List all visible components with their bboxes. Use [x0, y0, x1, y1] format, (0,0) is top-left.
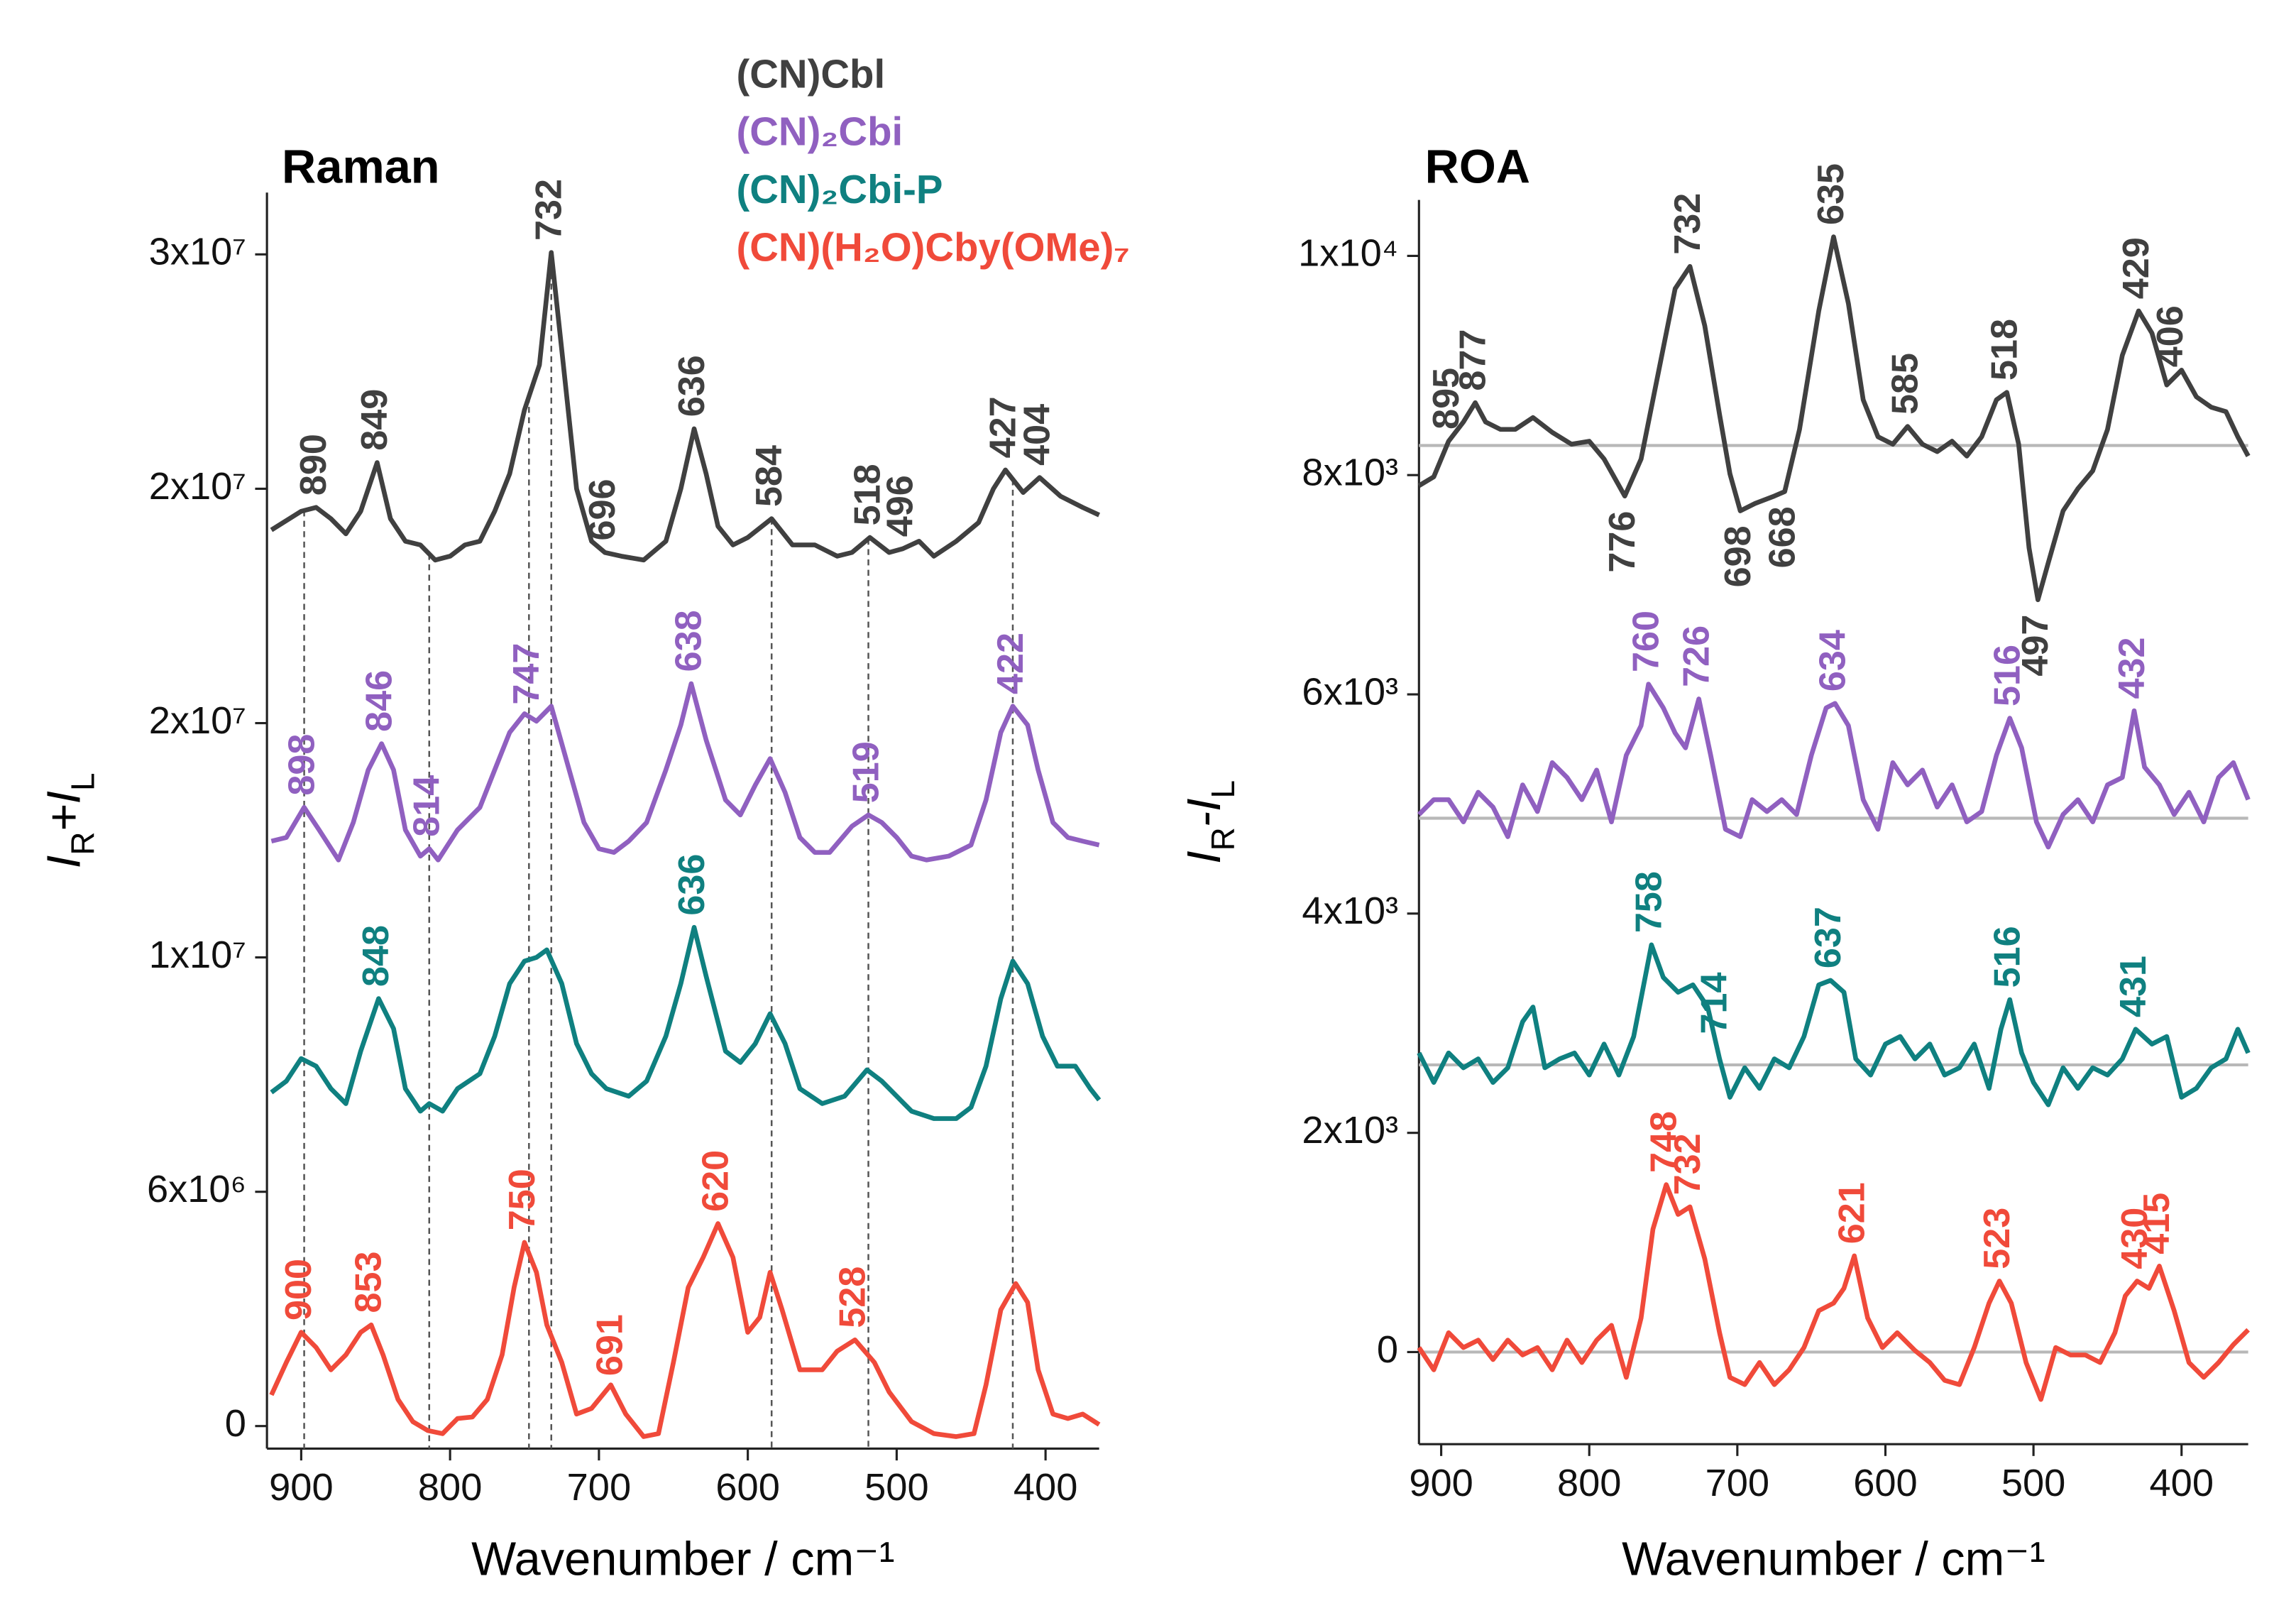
x-tick-label: 700	[567, 1466, 632, 1509]
peak-label: 758	[1629, 871, 1670, 933]
peak-label: 898	[281, 734, 322, 796]
peak-label: 585	[1885, 353, 1926, 415]
peak-label: 497	[2015, 615, 2056, 677]
x-tick-label: 600	[1853, 1462, 1918, 1504]
peak-label: 636	[671, 854, 713, 916]
peak-label: 776	[1602, 511, 1643, 573]
legend-entry: (CN)₂Cbi	[737, 109, 903, 154]
x-tick-label: 900	[1409, 1462, 1473, 1504]
peak-label: 732	[1667, 1133, 1708, 1195]
legend-entry: (CN)(H₂O)Cby(OMe)₇	[737, 224, 1130, 269]
spectrum-line	[270, 924, 1102, 1121]
peak-label: 750	[502, 1169, 543, 1230]
peak-label: 846	[358, 670, 400, 732]
peak-label: 518	[847, 464, 888, 525]
peak-label: 620	[695, 1150, 736, 1212]
spectrum-line	[270, 681, 1100, 863]
x-tick-label: 500	[2001, 1462, 2066, 1504]
peak-label: 877	[1452, 329, 1493, 391]
peak-label: 430	[2114, 1208, 2155, 1269]
peak-label: 516	[1987, 645, 2028, 706]
peak-label: 523	[1977, 1208, 2018, 1269]
panel-title: ROA	[1425, 141, 1530, 194]
peak-label: 415	[2136, 1193, 2177, 1254]
x-tick-label: 400	[2149, 1462, 2213, 1504]
x-tick-label: 700	[1705, 1462, 1769, 1504]
spectrum-line	[1417, 234, 2251, 603]
y-tick-label: 1x10⁴	[1298, 232, 1398, 275]
peak-label: 895	[1426, 368, 1467, 430]
y-tick-label: 2x10³	[1302, 1109, 1398, 1152]
peak-label: 732	[1667, 193, 1708, 255]
peak-label: 848	[356, 925, 397, 987]
peak-label: 714	[1693, 972, 1735, 1034]
x-tick-label: 400	[1014, 1466, 1078, 1509]
x-axis-label: Wavenumber / cm⁻¹	[471, 1533, 895, 1586]
peak-label: 636	[671, 355, 713, 417]
y-tick-label: 2x10⁷	[149, 465, 246, 508]
peak-label: 726	[1676, 625, 1717, 687]
x-tick-label: 500	[864, 1466, 929, 1509]
panel-title: Raman	[282, 141, 440, 194]
spectrum-line	[270, 250, 1101, 563]
spectrum-line	[1417, 942, 2251, 1108]
peak-label: 621	[1831, 1182, 1872, 1244]
x-axis-label: Wavenumber / cm⁻¹	[1622, 1533, 2045, 1586]
peak-label: 404	[1017, 404, 1058, 466]
peak-label: 638	[669, 610, 710, 672]
peak-label: 427	[982, 396, 1023, 458]
peak-label: 635	[1811, 163, 1852, 225]
legend-entry: (CN)Cbl	[737, 51, 886, 96]
peak-label: 518	[1984, 319, 2025, 381]
peak-label: 748	[1643, 1111, 1684, 1173]
peak-label: 732	[529, 179, 570, 241]
peak-label: 691	[590, 1314, 631, 1376]
peak-label: 900	[278, 1259, 319, 1321]
x-tick-label: 800	[418, 1466, 483, 1509]
y-tick-label: 1x10⁷	[149, 934, 246, 976]
peak-label: 696	[582, 479, 623, 541]
x-tick-label: 800	[1557, 1462, 1621, 1504]
x-tick-label: 900	[269, 1466, 334, 1509]
peak-label: 853	[348, 1251, 390, 1313]
peak-label: 698	[1718, 525, 1759, 587]
peak-label: 519	[845, 741, 886, 803]
peak-label: 528	[832, 1267, 873, 1328]
peak-label: 406	[2150, 305, 2191, 367]
y-tick-label: 0	[1377, 1328, 1398, 1371]
legend-entry: (CN)₂Cbi-P	[737, 167, 943, 212]
peak-label: 516	[1987, 926, 2028, 988]
y-tick-label: 3x10⁷	[149, 231, 246, 273]
peak-label: 496	[880, 475, 921, 537]
peak-label: 429	[2116, 237, 2157, 299]
y-tick-label: 8x10³	[1302, 452, 1398, 494]
y-tick-label: 6x10³	[1302, 670, 1398, 713]
peak-label: 890	[293, 434, 334, 496]
peak-label: 747	[506, 643, 547, 705]
peak-label: 422	[990, 633, 1031, 694]
y-tick-label: 0	[225, 1402, 246, 1445]
peak-label: 431	[2113, 956, 2154, 1017]
spectrum-line	[269, 1221, 1101, 1439]
peak-label: 584	[749, 445, 790, 507]
x-tick-label: 600	[715, 1466, 780, 1509]
y-tick-label: 2x10⁷	[149, 699, 246, 742]
y-tick-label: 6x10⁶	[147, 1168, 246, 1210]
y-axis-label: IR-IL	[1178, 780, 1241, 864]
peak-label: 668	[1762, 506, 1803, 568]
y-tick-label: 4x10³	[1302, 890, 1398, 932]
spectrum-line	[1417, 682, 2251, 850]
peak-label: 637	[1808, 907, 1849, 968]
peak-label: 814	[407, 775, 448, 837]
peak-label: 760	[1625, 611, 1666, 672]
peak-label: 432	[2111, 637, 2153, 699]
peak-label: 849	[354, 389, 395, 451]
peak-label: 634	[1812, 630, 1853, 691]
spectrum-line	[1417, 1182, 2250, 1402]
y-axis-label: IR+IL	[38, 772, 101, 868]
